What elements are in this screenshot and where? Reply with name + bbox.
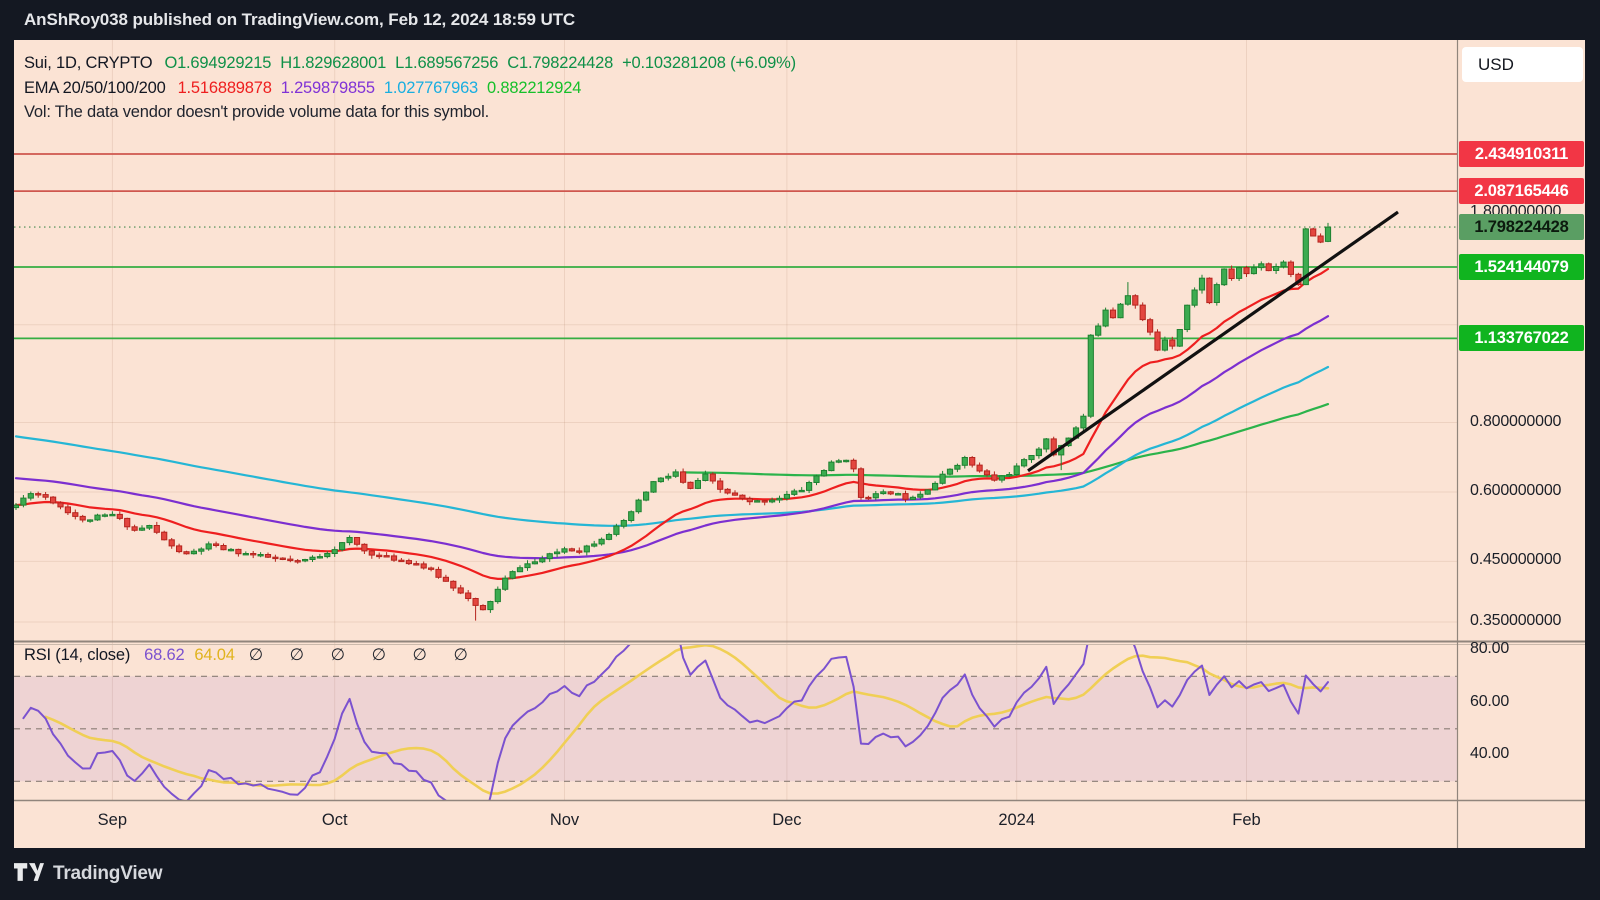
time-axis-label: Feb <box>1232 811 1261 829</box>
publish-attribution: AnShRoy038 published on TradingView.com,… <box>24 10 576 29</box>
rsi-tick-label: 60.00 <box>1470 692 1510 710</box>
publish-header: AnShRoy038 published on TradingView.com,… <box>0 0 1600 40</box>
price-tick-label: 0.600000000 <box>1470 481 1562 499</box>
ema-value: 1.259879855 <box>280 78 375 97</box>
footer: TradingView <box>0 848 1600 900</box>
price-label-current: 1.798224428 <box>1459 214 1584 241</box>
legend-symbol-row: Sui, 1D, CRYPTO O1.694929215 H1.829628001 L… <box>24 51 805 76</box>
ema-value: 1.027767963 <box>383 78 479 97</box>
tradingview-brand[interactable]: TradingView <box>53 863 163 884</box>
symbol-title[interactable]: Sui, 1D, CRYPTO <box>24 54 153 72</box>
rsi-indicator-title[interactable]: RSI (14, close) <box>24 646 131 664</box>
legend-volume-row: Vol: The data vendor doesn't provide vol… <box>24 103 489 121</box>
price-label-red: 2.087165446 <box>1459 178 1584 205</box>
price-label-red: 2.434910311 <box>1459 140 1584 167</box>
price-tick-label: 0.800000000 <box>1470 412 1562 430</box>
rsi-tick-label: 40.00 <box>1470 745 1510 762</box>
time-axis-label: Dec <box>772 811 802 829</box>
ema-indicator-title[interactable]: EMA 20/50/100/200 <box>24 78 166 97</box>
ema-value: 1.516889878 <box>177 78 272 97</box>
time-axis-label: Nov <box>549 811 580 829</box>
time-axis-label: 2024 <box>998 811 1036 829</box>
price-tick-label: 0.350000000 <box>1470 612 1562 630</box>
rsi-legend: RSI (14, close) 68.62 64.04 ∅ ∅ ∅ ∅ ∅ ∅ <box>24 645 479 665</box>
rsi-empty-slots: ∅ ∅ ∅ ∅ ∅ ∅ <box>248 646 479 664</box>
ohlc-value: L1.689567256 <box>395 54 499 72</box>
time-axis-label: Sep <box>97 811 128 829</box>
ohlc-value: +0.103281208 (+6.09%) <box>622 54 796 72</box>
ema-values: 1.516889878 1.259879855 1.027767963 0.88221… <box>178 79 591 97</box>
ohlc-value: C1.798224428 <box>507 54 614 72</box>
time-axis-label: Oct <box>321 811 348 829</box>
price-label-green: 1.133767022 <box>1459 325 1584 352</box>
price-label-green: 1.524144079 <box>1459 254 1584 280</box>
ema-value: 0.882212924 <box>487 78 582 97</box>
tradingview-logo-icon <box>14 862 44 887</box>
ohlc-value: O1.694929215 <box>164 54 272 72</box>
ohlc-value: H1.829628001 <box>280 54 387 72</box>
ohlc-values: O1.694929215 H1.829628001 L1.689567256 C1.7… <box>164 54 804 72</box>
currency-toggle-button[interactable]: USD <box>1462 47 1583 82</box>
legend-ema-row: EMA 20/50/100/200 1.516889878 1.259879855 1… <box>24 76 805 101</box>
chart-legend: Sui, 1D, CRYPTO O1.694929215 H1.829628001 L… <box>24 51 805 125</box>
rsi-value: 68.62 <box>144 646 185 664</box>
rsi-ma-value: 64.04 <box>194 646 235 664</box>
price-tick-label: 0.450000000 <box>1470 551 1562 569</box>
rsi-tick-label: 80.00 <box>1470 640 1510 657</box>
